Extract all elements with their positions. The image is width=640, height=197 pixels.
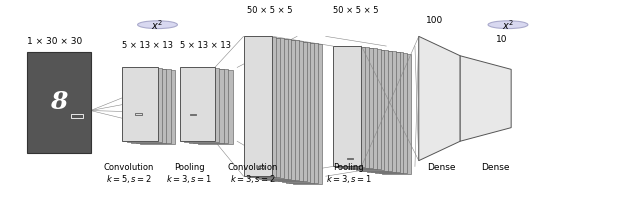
Polygon shape [184, 68, 220, 142]
Polygon shape [27, 52, 91, 153]
Text: 8: 8 [50, 90, 67, 114]
Polygon shape [259, 39, 287, 178]
Polygon shape [375, 52, 403, 173]
Polygon shape [337, 47, 365, 167]
Polygon shape [352, 49, 381, 169]
Polygon shape [333, 46, 362, 166]
Polygon shape [131, 69, 166, 143]
Text: Pooling
$k=3, s=1$: Pooling $k=3, s=1$ [166, 163, 212, 185]
Text: $x^2$: $x^2$ [502, 18, 514, 32]
Polygon shape [122, 67, 157, 141]
Polygon shape [136, 70, 171, 143]
Polygon shape [127, 68, 162, 142]
Polygon shape [193, 70, 228, 143]
Polygon shape [278, 42, 307, 181]
Polygon shape [371, 52, 399, 172]
Polygon shape [266, 40, 295, 180]
Text: 5 × 13 × 13: 5 × 13 × 13 [180, 41, 231, 50]
Polygon shape [270, 40, 299, 180]
Text: Pooling
$k=3, s=1$: Pooling $k=3, s=1$ [326, 163, 372, 185]
Polygon shape [460, 56, 511, 141]
Polygon shape [244, 36, 272, 176]
Polygon shape [367, 51, 396, 172]
Polygon shape [383, 54, 411, 174]
Polygon shape [419, 36, 460, 161]
Text: Convolution
$k=5, s=2$: Convolution $k=5, s=2$ [104, 163, 154, 185]
Polygon shape [364, 51, 392, 171]
Text: Dense: Dense [481, 163, 509, 172]
Text: Dense: Dense [427, 163, 455, 172]
Polygon shape [289, 43, 318, 183]
Polygon shape [356, 50, 385, 170]
Polygon shape [282, 42, 310, 182]
Text: Convolution
$k=3, s=2$: Convolution $k=3, s=2$ [228, 163, 278, 185]
Polygon shape [255, 38, 284, 178]
Ellipse shape [138, 21, 177, 29]
Text: 50 × 5 × 5: 50 × 5 × 5 [246, 6, 292, 15]
Polygon shape [340, 47, 369, 168]
Polygon shape [344, 48, 373, 168]
Polygon shape [189, 69, 224, 143]
Polygon shape [348, 48, 377, 169]
Text: 10: 10 [496, 35, 508, 44]
Text: $x^2$: $x^2$ [152, 18, 164, 32]
Polygon shape [293, 44, 322, 184]
Text: 1 × 30 × 30: 1 × 30 × 30 [27, 37, 82, 46]
Polygon shape [180, 67, 215, 141]
Polygon shape [262, 39, 291, 179]
Polygon shape [379, 53, 407, 174]
Polygon shape [251, 37, 280, 177]
Text: 5 × 13 × 13: 5 × 13 × 13 [122, 41, 173, 50]
Polygon shape [285, 43, 314, 183]
Polygon shape [247, 37, 276, 177]
Polygon shape [140, 70, 175, 144]
Polygon shape [274, 41, 303, 181]
Ellipse shape [488, 21, 528, 29]
Text: 100: 100 [426, 16, 444, 25]
Polygon shape [360, 50, 388, 171]
Text: 50 × 5 × 5: 50 × 5 × 5 [333, 6, 378, 15]
Polygon shape [198, 70, 233, 144]
